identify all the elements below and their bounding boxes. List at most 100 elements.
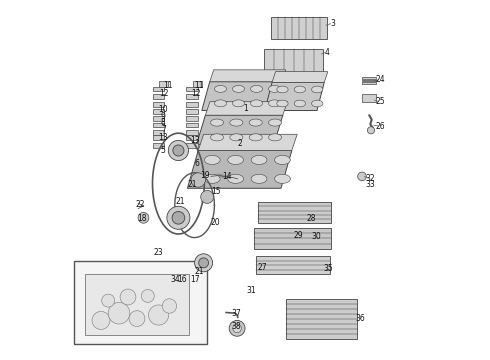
Ellipse shape [274,174,291,183]
Ellipse shape [250,85,263,93]
Ellipse shape [215,100,226,107]
Text: 1: 1 [244,104,248,113]
Text: 20: 20 [211,217,220,227]
Text: 6: 6 [195,158,199,168]
Circle shape [201,190,214,203]
Text: 31: 31 [246,286,256,295]
Circle shape [120,289,136,305]
Bar [153,87,164,91]
Text: 5: 5 [161,146,166,155]
Text: 11: 11 [194,81,203,90]
Circle shape [173,145,184,156]
Text: 2: 2 [238,139,243,148]
Ellipse shape [232,100,245,107]
Text: 16: 16 [177,275,187,284]
Text: 19: 19 [200,171,210,180]
Bar [362,94,376,102]
Text: 11: 11 [163,81,172,90]
Circle shape [141,289,154,302]
Bar [362,80,376,81]
Circle shape [198,258,209,268]
Text: 17: 17 [191,275,200,284]
Circle shape [229,320,245,336]
Ellipse shape [204,156,220,165]
Ellipse shape [269,119,282,126]
Circle shape [358,172,367,181]
Bar [286,299,357,339]
Circle shape [172,211,185,224]
Text: 18: 18 [138,214,147,223]
Text: 12: 12 [159,89,169,98]
Ellipse shape [232,85,245,93]
Bar [186,143,198,148]
Text: 34: 34 [171,275,180,284]
Bar [186,87,198,91]
Ellipse shape [228,156,244,165]
Circle shape [169,140,189,161]
Bar [186,94,198,99]
Ellipse shape [249,134,262,141]
Text: 36: 36 [355,314,365,323]
Circle shape [368,127,374,134]
Text: 21: 21 [194,267,204,276]
Bar [186,123,198,127]
Bar [153,143,164,148]
Ellipse shape [215,85,226,93]
Bar [271,17,327,39]
Text: 30: 30 [312,233,321,242]
Text: 14: 14 [222,172,232,181]
Ellipse shape [251,156,267,165]
Text: 4: 4 [325,48,329,57]
Polygon shape [187,150,292,188]
Text: 38: 38 [232,323,241,331]
Bar [186,102,198,107]
Bar [153,123,164,127]
Text: 15: 15 [211,187,221,196]
Text: 21: 21 [175,197,185,206]
Circle shape [167,206,190,229]
Ellipse shape [294,86,305,93]
Polygon shape [265,82,324,111]
Ellipse shape [230,119,243,126]
Polygon shape [272,72,328,82]
Bar [264,49,323,73]
Circle shape [102,294,115,307]
Text: 24: 24 [375,76,385,85]
Bar [74,261,207,344]
Ellipse shape [269,100,281,107]
Ellipse shape [211,119,223,126]
Text: 35: 35 [323,264,333,274]
Text: 9: 9 [161,112,166,121]
Text: 25: 25 [375,97,385,106]
Text: 3: 3 [330,19,335,28]
Bar [153,102,164,107]
Ellipse shape [251,174,267,183]
Circle shape [108,302,130,324]
Text: 29: 29 [294,231,303,240]
Text: 26: 26 [375,122,385,131]
Polygon shape [198,134,297,150]
Bar [186,130,198,135]
Circle shape [195,254,213,272]
Polygon shape [210,70,286,82]
Bar [362,77,376,79]
Bar [186,109,198,114]
Ellipse shape [312,86,323,93]
Bar [186,135,198,140]
Ellipse shape [274,156,291,165]
Polygon shape [202,82,282,111]
Bar [258,202,331,223]
Ellipse shape [249,119,262,126]
Ellipse shape [204,174,220,183]
Bar [362,82,376,84]
Text: 8: 8 [161,118,166,127]
Ellipse shape [250,100,263,107]
Circle shape [191,173,205,187]
Ellipse shape [228,174,244,183]
Bar [153,135,164,140]
Text: 12: 12 [192,89,201,98]
Ellipse shape [211,134,223,141]
Bar [153,130,164,135]
Bar [254,228,331,249]
Polygon shape [196,115,283,145]
